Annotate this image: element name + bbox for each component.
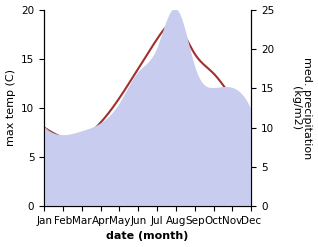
X-axis label: date (month): date (month): [107, 231, 189, 242]
Y-axis label: max temp (C): max temp (C): [5, 69, 16, 146]
Y-axis label: med. precipitation
(kg/m2): med. precipitation (kg/m2): [291, 57, 313, 159]
